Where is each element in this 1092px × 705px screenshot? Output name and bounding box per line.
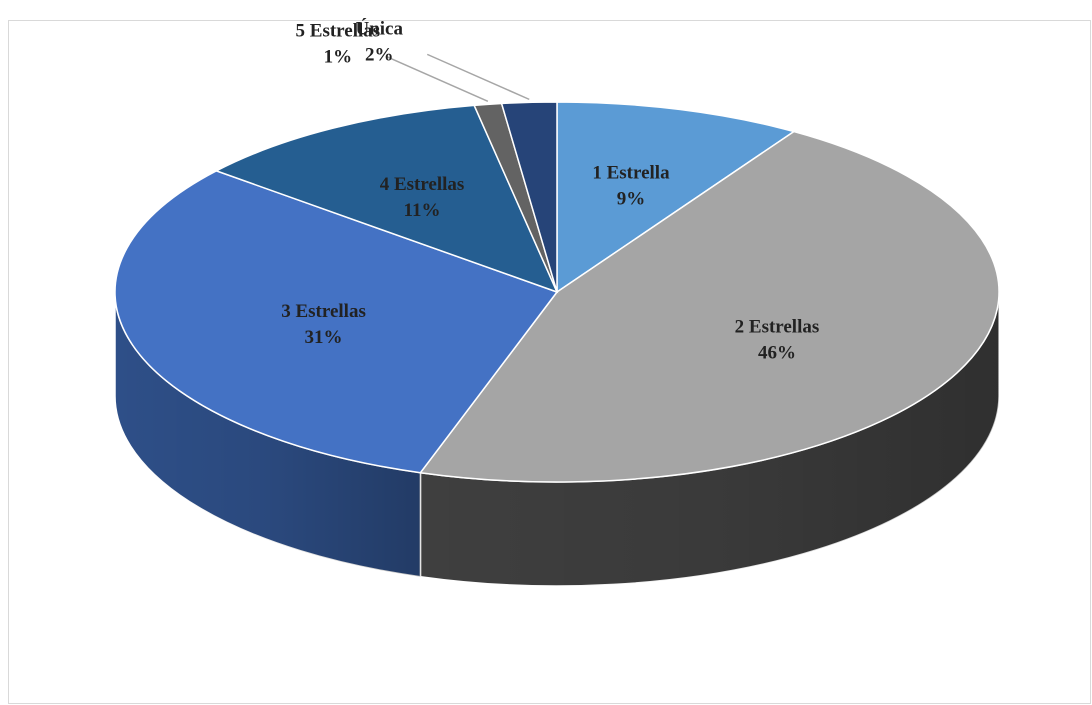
label-4-estrellas: 4 Estrellas xyxy=(380,174,465,195)
label-2-estrellas: 2 Estrellas xyxy=(735,316,820,337)
slice-2-estrellas xyxy=(419,130,1000,483)
slice-3-estrellas xyxy=(114,170,559,474)
slice-unica xyxy=(500,101,558,293)
label-unica: Única xyxy=(355,17,403,39)
slice-4-estrellas xyxy=(214,104,559,294)
value-2-estrellas: 46% xyxy=(758,342,796,363)
leader-5-estrellas xyxy=(385,55,489,103)
label-1-estrella: 1 Estrella xyxy=(592,163,670,184)
value-5-estrellas: 1% xyxy=(324,46,353,67)
side-shade-2-estrellas xyxy=(420,292,999,586)
value-unica: 2% xyxy=(365,44,394,65)
leader-unica xyxy=(426,53,530,101)
label-5-estrellas: 5 Estrellas xyxy=(296,20,381,41)
slice-1-estrella xyxy=(556,101,796,294)
value-1-estrella: 9% xyxy=(617,189,646,210)
value-3-estrellas: 31% xyxy=(305,327,343,348)
side-shade-3-estrellas xyxy=(115,292,421,577)
label-3-estrellas: 3 Estrellas xyxy=(281,301,366,322)
value-4-estrellas: 11% xyxy=(404,200,441,221)
